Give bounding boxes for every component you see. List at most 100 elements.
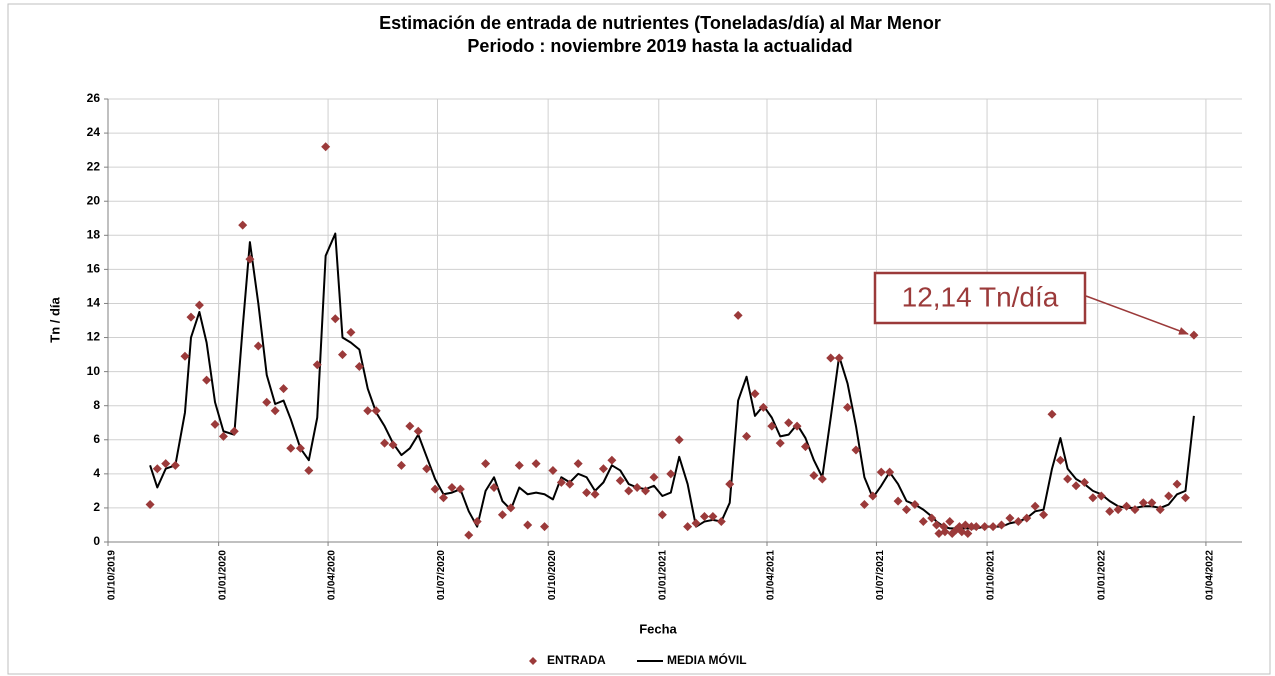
data-point [422,464,432,474]
data-point [152,464,162,474]
data-point [170,460,180,470]
x-tick-label: 01/07/2020 [436,550,447,600]
data-point [1096,491,1106,501]
data-point [1130,505,1140,515]
data-point [980,522,990,532]
y-tick-label: 12 [87,330,101,344]
x-tick-label: 01/04/2021 [766,550,777,600]
data-point [279,384,289,394]
data-point [893,496,903,506]
data-point [792,421,802,431]
data-point [901,505,911,515]
data-point [413,426,423,436]
data-point [607,455,617,465]
data-point [733,310,743,320]
y-tick-label: 6 [93,432,100,446]
data-point [1055,455,1065,465]
data-point [497,510,507,520]
data-point [1063,474,1073,484]
data-point [1180,493,1190,503]
x-tick-label: 01/04/2022 [1205,550,1216,600]
x-tick-label: 01/10/2021 [986,550,997,600]
data-point [330,314,340,324]
data-point [716,517,726,527]
data-point [940,527,950,537]
data-point [229,426,239,436]
data-point [1088,493,1098,503]
data-point [910,500,920,510]
data-point [851,445,861,455]
data-point [180,351,190,361]
data-point [312,360,322,370]
data-point [1005,513,1015,523]
legend-swatch [529,657,537,665]
data-point [800,442,810,452]
data-point [666,469,676,479]
data-point [472,517,482,527]
data-point [988,522,998,532]
x-tick-label: 01/01/2021 [657,550,668,600]
data-point [363,406,373,416]
data-point [161,459,171,469]
data-point [388,440,398,450]
y-tick-label: 18 [87,227,101,241]
data-point [742,431,752,441]
y-tick-label: 26 [87,91,101,105]
y-tick-label: 22 [87,159,101,173]
data-point [295,443,305,453]
data-point [548,465,558,475]
y-tick-label: 2 [93,500,100,514]
data-point [354,362,364,372]
data-point [708,511,718,521]
x-tick-label: 01/01/2020 [217,550,228,600]
data-point [1022,513,1032,523]
data-point [238,220,248,230]
data-point [1172,479,1182,489]
data-point [321,142,331,152]
y-tick-label: 10 [87,364,101,378]
y-tick-label: 20 [87,193,101,207]
data-point [868,491,878,501]
data-point [371,406,381,416]
data-point [1189,330,1199,340]
data-point [876,467,886,477]
data-point [202,375,212,385]
data-point [556,477,566,487]
data-point [971,522,981,532]
data-point [194,300,204,310]
annotation-text: 12,14 Tn/día [902,281,1059,312]
data-point [1013,517,1023,527]
data-point [674,435,684,445]
data-point [218,431,228,441]
y-tick-label: 14 [87,296,101,310]
data-point [337,350,347,360]
data-point [809,471,819,481]
x-tick-label: 01/10/2020 [547,550,558,600]
data-point [464,530,474,540]
data-point [523,520,533,530]
data-point [859,500,869,510]
data-point [641,486,651,496]
data-point [927,513,937,523]
data-point [624,486,634,496]
data-point [1079,477,1089,487]
data-point [430,484,440,494]
data-point [245,254,255,264]
data-point [725,479,735,489]
data-point [767,421,777,431]
data-point [963,528,973,538]
x-axis-label: Fecha [639,621,677,636]
data-point [826,353,836,363]
data-point [270,406,280,416]
data-point [455,484,465,494]
data-point [615,476,625,486]
data-point [918,517,928,527]
data-point [932,520,942,530]
legend-label: ENTRADA [547,653,606,667]
data-point [750,389,760,399]
data-point [817,474,827,484]
y-tick-label: 0 [93,534,100,548]
data-point [691,518,701,528]
legend-label: MEDIA MÓVIL [667,652,747,667]
data-point [843,402,853,412]
